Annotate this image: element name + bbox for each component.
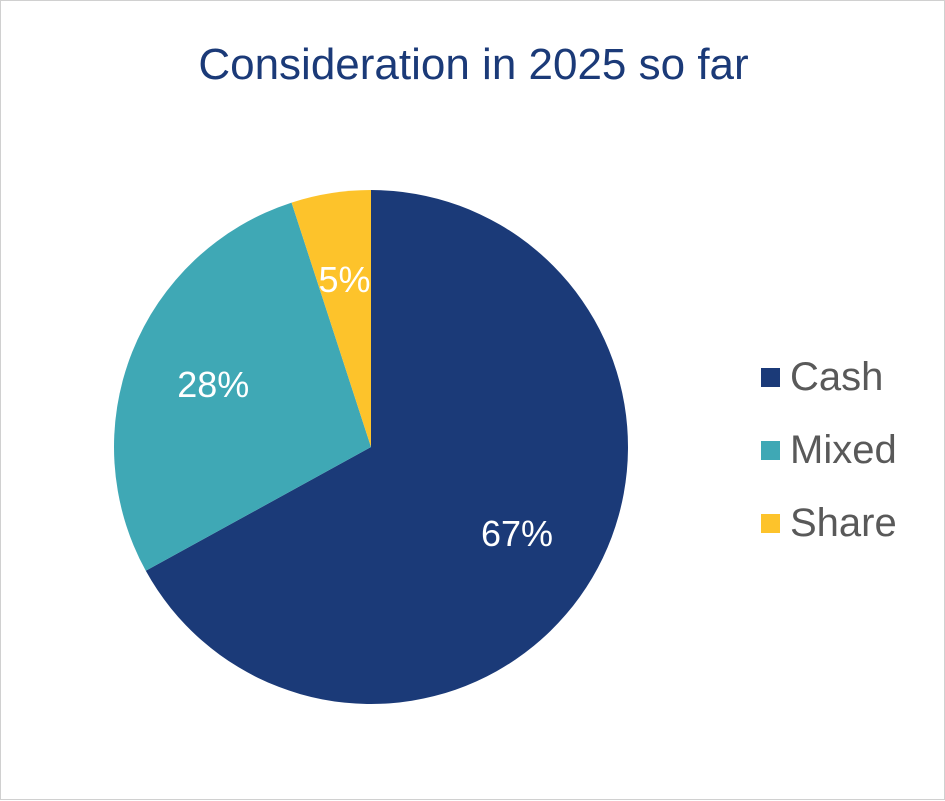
legend-label: Cash bbox=[790, 355, 884, 399]
pie-slice-share bbox=[291, 190, 371, 447]
chart-title: Consideration in 2025 so far bbox=[198, 40, 749, 89]
chart-legend: Cash Mixed Share bbox=[761, 341, 897, 560]
legend-item-mixed: Mixed bbox=[761, 414, 897, 487]
data-label-share: 5% bbox=[318, 259, 370, 300]
legend-label: Share bbox=[790, 501, 897, 545]
pie-slice-cash bbox=[145, 190, 628, 704]
pie-slice-mixed bbox=[114, 202, 371, 571]
data-label-mixed: 28% bbox=[177, 364, 249, 405]
legend-item-share: Share bbox=[761, 487, 897, 560]
legend-swatch bbox=[761, 368, 780, 387]
legend-label: Mixed bbox=[790, 428, 897, 472]
legend-item-cash: Cash bbox=[761, 341, 897, 414]
legend-swatch bbox=[761, 441, 780, 460]
data-label-cash: 67% bbox=[481, 513, 553, 554]
legend-swatch bbox=[761, 514, 780, 533]
